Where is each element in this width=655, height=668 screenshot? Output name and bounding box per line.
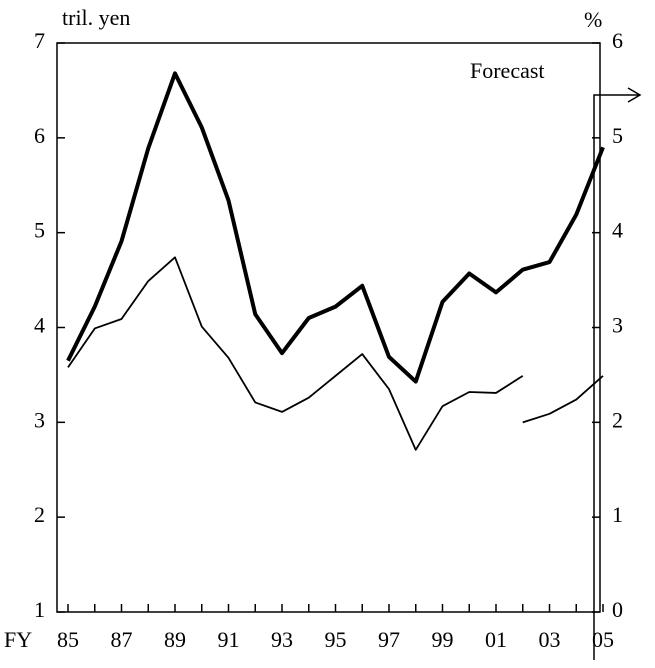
y2-tick-label: 4	[612, 218, 623, 243]
y2-tick-label: 1	[612, 502, 623, 527]
data-line	[67, 256, 524, 451]
y-tick-label: 5	[34, 218, 45, 243]
x-axis-label: FY	[4, 627, 32, 652]
y-tick-label: 6	[34, 123, 45, 148]
x-tick-label: 89	[164, 627, 186, 652]
x-tick-label: 05	[592, 627, 614, 652]
y2-tick-label: 2	[612, 407, 623, 432]
y-axis-label: tril. yen	[62, 5, 130, 30]
data-line	[66, 71, 605, 384]
x-tick-label: 01	[485, 627, 507, 652]
y2-tick-label: 6	[612, 28, 623, 53]
annotation: Forecast	[470, 58, 545, 83]
x-tick-label: 03	[539, 627, 561, 652]
x-tick-label: 91	[218, 627, 240, 652]
y-tick-label: 3	[34, 407, 45, 432]
forecast-arrow	[593, 87, 642, 660]
plot-frame	[56, 42, 601, 613]
x-tick-label: 87	[111, 627, 133, 652]
x-tick-label: 93	[271, 627, 293, 652]
y2-tick-label: 0	[612, 597, 623, 622]
y2-axis-label: %	[584, 7, 602, 32]
y-tick-label: 2	[34, 502, 45, 527]
data-line	[522, 375, 604, 424]
x-tick-label: 99	[432, 627, 454, 652]
x-tick-label: 85	[57, 627, 79, 652]
y-tick-label: 4	[34, 313, 45, 338]
y2-tick-label: 5	[612, 123, 623, 148]
y-tick-label: 7	[34, 28, 45, 53]
x-tick-label: 97	[378, 627, 400, 652]
y2-tick-label: 3	[612, 313, 623, 338]
y-tick-label: 1	[34, 597, 45, 622]
x-tick-label: 95	[325, 627, 347, 652]
